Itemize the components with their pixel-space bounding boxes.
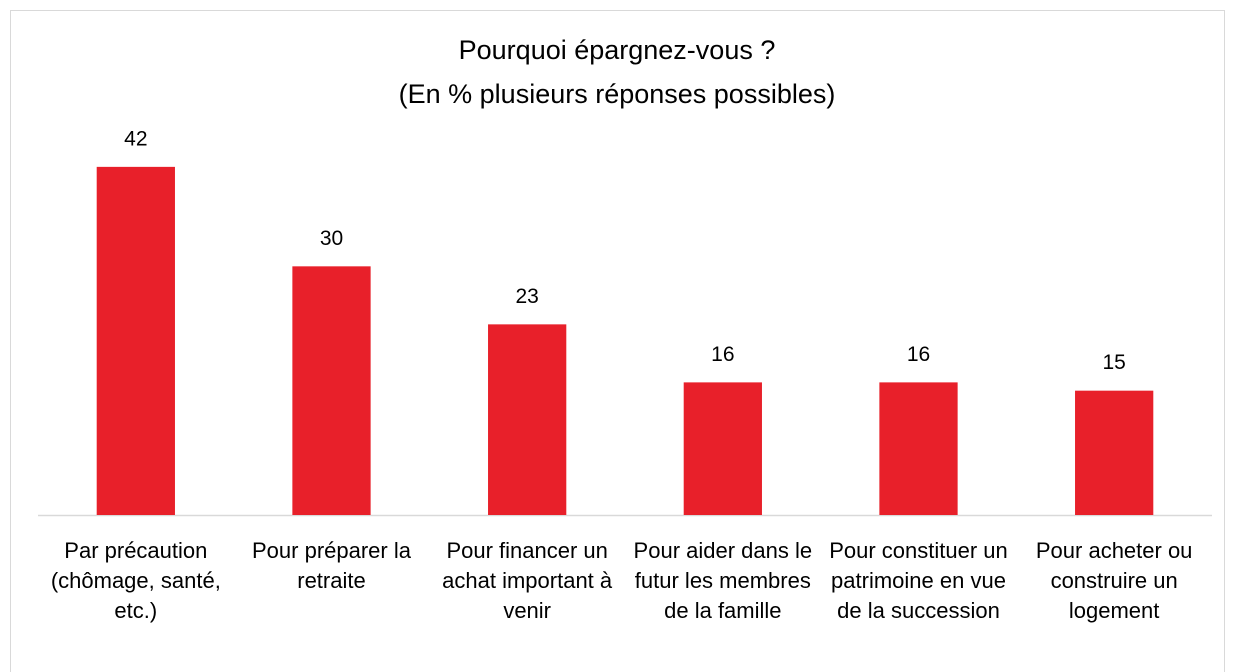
data-label: 15 [1102, 351, 1125, 374]
data-label: 16 [711, 343, 734, 366]
x-tick-label: Pour aider dans le futur les membres de … [633, 538, 813, 623]
x-tick-label: Par précaution (chômage, santé, etc.) [50, 538, 221, 623]
bar [879, 382, 958, 515]
x-tick-label: Pour financer un achat important à venir [442, 538, 613, 623]
data-label: 23 [515, 285, 538, 308]
bar [96, 166, 175, 515]
bar [1075, 390, 1154, 515]
data-label: 16 [907, 343, 930, 366]
data-label: 42 [124, 127, 147, 150]
data-label: 30 [320, 227, 343, 250]
chart-border [10, 10, 1225, 672]
chart-title: Pourquoi épargnez-vous ? [459, 35, 776, 65]
bar [488, 324, 567, 515]
bar [292, 266, 371, 515]
chart-subtitle: (En % plusieurs réponses possibles) [399, 79, 836, 109]
x-tick-label: Pour préparer la retraite [252, 538, 411, 593]
x-tick-label: Pour acheter ou construire un logement [1035, 538, 1193, 623]
x-tick-label: Pour constituer un patrimoine en vue de … [829, 538, 1008, 623]
bar [683, 382, 762, 515]
